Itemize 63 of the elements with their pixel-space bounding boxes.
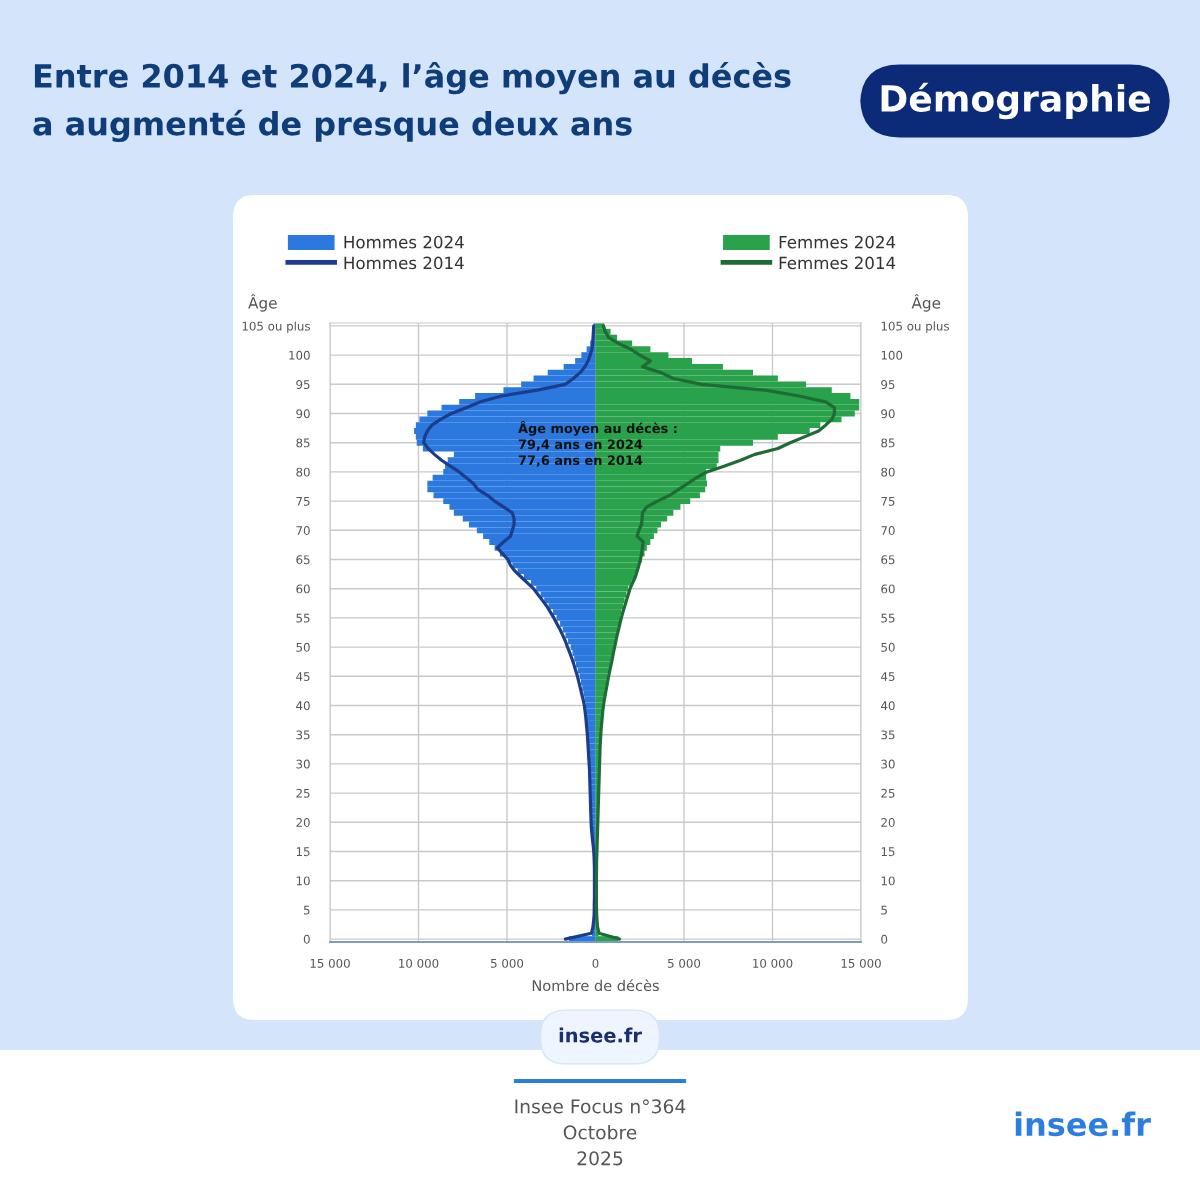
y-tick-label: 95 xyxy=(296,380,310,389)
y-tick-label: 10 xyxy=(296,876,310,886)
x-tick-label: 5 000 xyxy=(668,958,701,968)
category-label: 30 xyxy=(881,759,895,769)
category-label: 90 xyxy=(881,409,895,419)
category-label: 55 xyxy=(881,613,895,623)
category-label: 35 xyxy=(881,730,895,740)
y-tick-label: 15 xyxy=(296,847,310,857)
category-label: 80 xyxy=(881,467,895,477)
category-label: 40 xyxy=(881,701,895,711)
legend-label: Hommes 2024 xyxy=(344,235,464,249)
x-axis-title: Nombre de décès xyxy=(532,979,659,992)
category-label: 20 xyxy=(881,818,895,827)
category-label: 15 xyxy=(881,847,895,857)
category-label: 65 xyxy=(881,555,895,565)
legend-label: Hommes 2014 xyxy=(344,256,464,270)
y-tick-label: 0 xyxy=(303,934,310,944)
category-label: 10 xyxy=(881,876,895,886)
category-label: 50 xyxy=(881,642,895,652)
category-label: 5 xyxy=(881,905,887,915)
y-tick-label: 45 xyxy=(296,672,310,681)
y-tick-label: 35 xyxy=(296,730,310,740)
category-label: 105 ou plus xyxy=(881,321,950,333)
category-label: 75 xyxy=(881,496,895,506)
category-label: 0 xyxy=(881,934,888,944)
chart-title: Entre 2014 et 2024, l’âge moyen au décès a augmenté de presque deux ans xyxy=(33,61,791,143)
category-label: 25 xyxy=(881,788,895,798)
y-tick-label: 100 xyxy=(289,350,310,360)
legend-label: Femmes 2014 xyxy=(779,256,896,270)
y-tick-label: 5 xyxy=(303,905,310,915)
x-tick-label: 0 xyxy=(592,958,599,968)
y-tick-label: 25 xyxy=(296,788,310,798)
text: insee.fr xyxy=(559,1027,642,1043)
y-tick-label: 55 xyxy=(296,613,310,623)
text: insee.fr xyxy=(1015,1111,1151,1137)
y-tick-label: 85 xyxy=(296,438,310,448)
y-tick-label: 90 xyxy=(296,409,310,419)
legend-label: Femmes 2024 xyxy=(779,235,896,249)
y-axis-title: Âge xyxy=(248,294,277,312)
y-tick-label: 50 xyxy=(296,642,310,652)
category-label: 70 xyxy=(881,526,895,535)
category-label: 95 xyxy=(881,380,895,389)
y-tick-label: 60 xyxy=(296,584,310,594)
x-tick-label: 10 000 xyxy=(753,958,793,968)
y-tick-label: 30 xyxy=(296,759,310,769)
y2-axis-title: Âge xyxy=(911,294,941,312)
y-tick-label: 80 xyxy=(296,467,310,477)
category-label: 60 xyxy=(881,584,895,594)
y-tick-label: 65 xyxy=(296,555,310,565)
y-tick-label: 40 xyxy=(296,701,310,711)
y-tick-label: 20 xyxy=(296,818,310,827)
y-tick-label: 70 xyxy=(296,526,310,535)
x-tick-label: 5 000 xyxy=(491,958,524,968)
text: Insee Focus n°364 Octobre 2025 xyxy=(515,1099,686,1166)
y-tick-label: 75 xyxy=(296,496,310,506)
category-label: 45 xyxy=(881,672,895,681)
x-tick-label: 10 000 xyxy=(399,958,439,968)
x-tick-label: 15 000 xyxy=(310,958,350,968)
y-tick-label: 105 ou plus xyxy=(242,321,310,333)
category-label: 100 xyxy=(881,350,903,360)
text: Démographie xyxy=(881,82,1150,120)
category-label: 85 xyxy=(881,438,895,448)
x-tick-label: 15 000 xyxy=(841,958,881,968)
